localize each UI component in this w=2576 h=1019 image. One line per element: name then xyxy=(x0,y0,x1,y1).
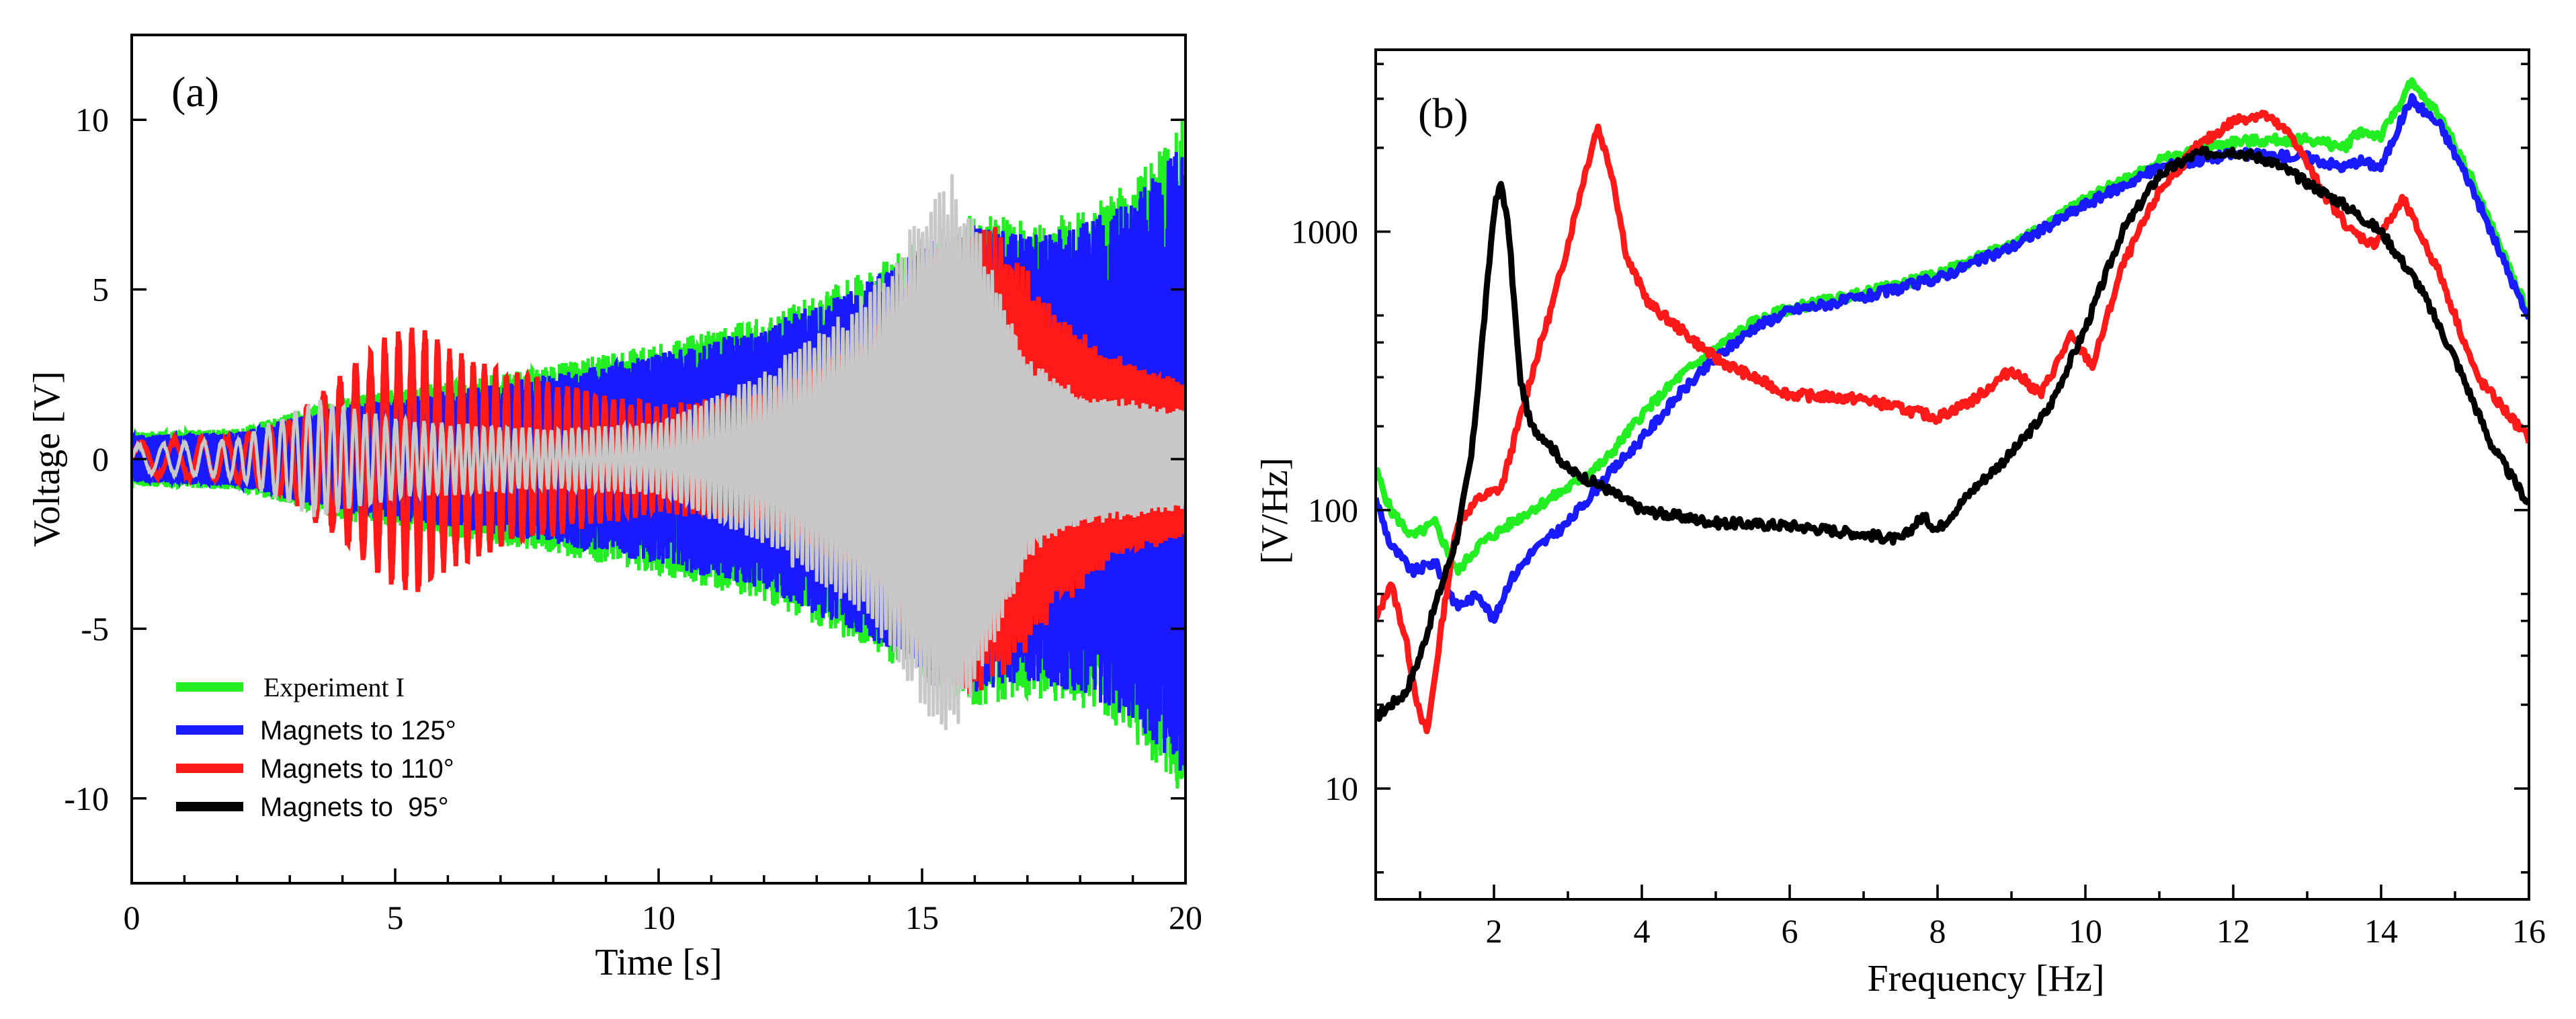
panel-a-series xyxy=(132,121,1186,789)
panel-b-series xyxy=(1376,77,2529,735)
panel-a-series-gray-overlay xyxy=(132,174,1186,731)
panel-b-series-magnets-to-125- xyxy=(1376,93,2529,624)
panel-b-ylabel: [V/Hz] xyxy=(1254,458,1296,565)
panel-a-xtick-label: 10 xyxy=(642,899,675,936)
panel-b-plot-frame xyxy=(1374,48,2530,901)
panel-a-xtick-label: 20 xyxy=(1169,899,1202,936)
panel-a-chart: 0 5 10 15 20 -10 -5 0 5 10 (a) Time [s] Voltage [… xyxy=(26,34,1202,983)
panel-b-xlabel: Frequency [Hz] xyxy=(1868,958,2105,1000)
panel-a-legend: Experiment I Magnets to 125° Magnets to … xyxy=(176,672,456,822)
panel-b-ticks: 2 4 6 8 10 12 14 16 10 100 1000 xyxy=(1291,63,2546,950)
panel-b-xtick-label: 12 xyxy=(2216,912,2250,950)
panel-a-ytick-label: 10 xyxy=(75,101,109,138)
panel-a-ytick-label: -10 xyxy=(64,780,109,817)
panel-a-xtick-label: 15 xyxy=(905,899,939,936)
panel-b-xtick-label: 6 xyxy=(1782,912,1798,950)
panel-b-xtick-label: 8 xyxy=(1929,912,1946,950)
panel-a-ytick-label: 5 xyxy=(92,271,109,309)
legend-label-110: Magnets to 110° xyxy=(260,754,454,784)
panel-b-series-magnets-to-95- xyxy=(1376,145,2529,722)
legend-label-125: Magnets to 125° xyxy=(260,716,456,745)
panel-b-ytick-label: 10 xyxy=(1325,770,1358,807)
panel-b-label: (b) xyxy=(1418,89,1468,137)
panel-b-ytick-label: 1000 xyxy=(1291,213,1358,251)
panel-b-xtick-label: 16 xyxy=(2512,912,2546,950)
panel-a-xtick-label: 0 xyxy=(124,899,140,936)
panel-b-ytick-label: 100 xyxy=(1308,491,1358,529)
panel-a-xtick-label: 5 xyxy=(387,899,404,936)
panel-b-series-magnets-to-110- xyxy=(1376,110,2529,735)
panel-b-chart: 2 4 6 8 10 12 14 16 10 100 1000 (b) Frequency [Hz]… xyxy=(1254,48,2546,1000)
panel-a-ylabel: Voltage [V] xyxy=(26,371,68,547)
panel-a-ytick-label: 0 xyxy=(92,440,109,478)
panel-a-label: (a) xyxy=(171,68,219,116)
panel-a-xlabel: Time [s] xyxy=(595,942,722,983)
panel-a-ytick-label: -5 xyxy=(81,610,109,647)
legend-label-95: Magnets to 95° xyxy=(260,792,449,822)
panel-a-ticks: 0 5 10 15 20 -10 -5 0 5 10 xyxy=(64,101,1202,936)
panel-b-xtick-label: 10 xyxy=(2069,912,2102,950)
panel-b-xtick-label: 2 xyxy=(1486,912,1503,950)
panel-b-xtick-label: 4 xyxy=(1634,912,1651,950)
legend-label-experiment: Experiment I xyxy=(263,672,405,702)
panel-b-xtick-label: 14 xyxy=(2364,912,2398,950)
